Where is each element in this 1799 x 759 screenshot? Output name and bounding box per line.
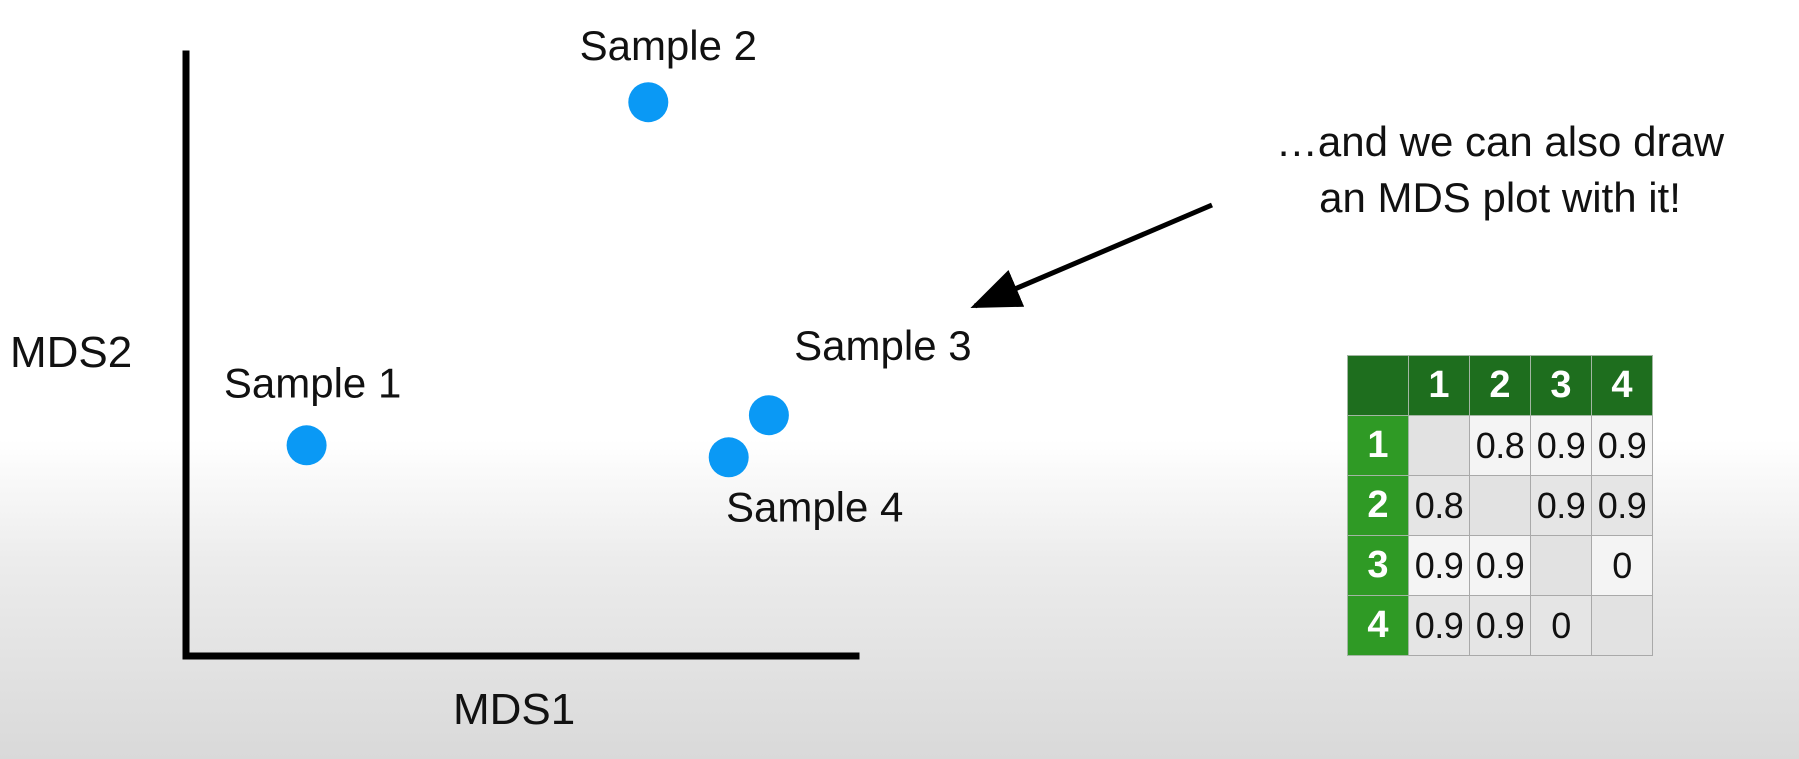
- annotation-line-1: …and we can also draw: [1275, 118, 1725, 165]
- data-point: [708, 437, 749, 478]
- distance-matrix-table: 1 2 3 4 1 0.8 0.9 0.9 2 0.8 0.9 0.9 3 0.…: [1347, 355, 1653, 656]
- table-corner-cell: [1347, 355, 1409, 416]
- table-cell: 0.9: [1408, 535, 1470, 596]
- table-row: 2 0.8 0.9 0.9: [1347, 475, 1653, 536]
- table-row: 1 0.8 0.9 0.9: [1347, 415, 1653, 476]
- data-point: [748, 395, 789, 436]
- table-cell: [1591, 595, 1653, 656]
- table-cell: 0.9: [1591, 415, 1653, 476]
- x-axis-title: MDS1: [453, 685, 576, 734]
- annotation-line-2: an MDS plot with it!: [1319, 174, 1681, 221]
- row-header: 3: [1347, 535, 1409, 596]
- row-header: 2: [1347, 475, 1409, 536]
- table-cell: 0: [1591, 535, 1653, 596]
- data-point: [628, 82, 669, 123]
- data-points: Sample 1 Sample 2 Sample 3 Sample 4: [224, 22, 972, 530]
- table-row: 4 0.9 0.9 0: [1347, 595, 1653, 656]
- table-cell: 0.9: [1591, 475, 1653, 536]
- point-label: Sample 4: [726, 483, 903, 530]
- point-label: Sample 1: [224, 359, 401, 406]
- point-label: Sample 2: [580, 22, 757, 69]
- point-label: Sample 3: [794, 322, 971, 369]
- table-cell: 0.9: [1408, 595, 1470, 656]
- table-cell: 0.8: [1408, 475, 1470, 536]
- column-header: 4: [1591, 355, 1653, 416]
- row-header: 1: [1347, 415, 1409, 476]
- column-header: 2: [1469, 355, 1531, 416]
- annotation-arrow: [970, 202, 1213, 309]
- table-cell: 0.9: [1469, 535, 1531, 596]
- table-cell: [1530, 535, 1592, 596]
- y-axis-title: MDS2: [10, 328, 133, 377]
- table-cell: 0.9: [1530, 475, 1592, 536]
- table-row: 3 0.9 0.9 0: [1347, 535, 1653, 596]
- annotation-text: …and we can also draw an MDS plot with i…: [1220, 114, 1780, 226]
- table-header-row: 1 2 3 4: [1347, 355, 1653, 416]
- table-cell: 0: [1530, 595, 1592, 656]
- column-header: 3: [1530, 355, 1592, 416]
- table-cell: [1469, 475, 1531, 536]
- column-header: 1: [1408, 355, 1470, 416]
- table-cell: 0.8: [1469, 415, 1531, 476]
- table-cell: 0.9: [1530, 415, 1592, 476]
- table-cell: [1408, 415, 1470, 476]
- data-point: [286, 425, 327, 466]
- row-header: 4: [1347, 595, 1409, 656]
- table-cell: 0.9: [1469, 595, 1531, 656]
